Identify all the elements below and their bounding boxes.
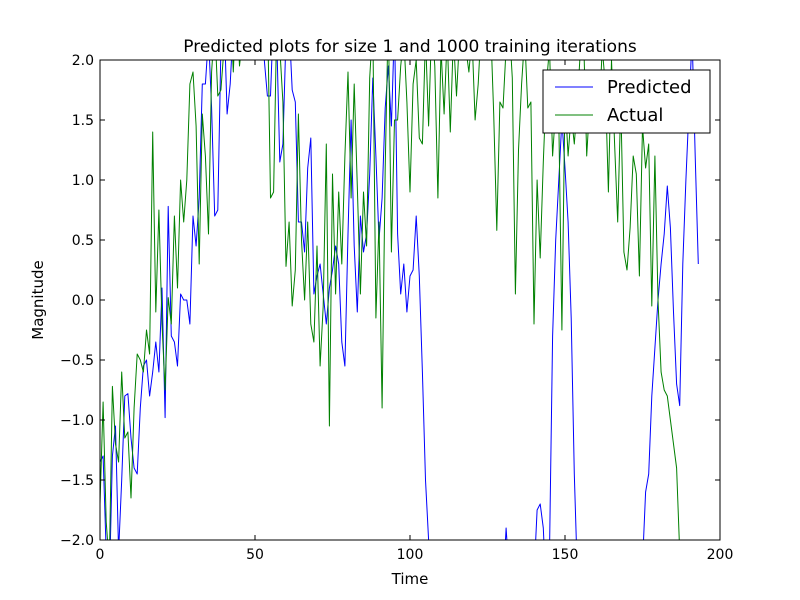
y-tick-label: 0.0 <box>72 293 94 309</box>
y-tick-label: −1.0 <box>60 413 94 429</box>
series-line-predicted <box>100 60 699 540</box>
y-axis-label: Magnitude <box>29 260 47 339</box>
x-tick-label: 150 <box>552 547 579 563</box>
y-tick-label: 1.0 <box>72 173 94 189</box>
x-axis-label: Time <box>391 570 429 588</box>
legend-label-predicted: Predicted <box>607 77 692 98</box>
y-tick-label: −1.5 <box>60 473 94 489</box>
x-tick-label: 200 <box>707 547 734 563</box>
y-tick-label: 1.5 <box>72 113 94 129</box>
y-axis: −2.0 −1.5 −1.0 −0.5 0.0 0.5 1.0 1.5 2.0 <box>60 53 720 549</box>
series-layer <box>100 60 699 540</box>
x-tick-label: 100 <box>397 547 424 563</box>
x-tick-label: 0 <box>96 547 105 563</box>
legend-box <box>542 69 711 134</box>
y-tick-label: 0.5 <box>72 233 94 249</box>
series-line-actual <box>100 60 680 540</box>
legend: Predicted Actual <box>542 69 711 134</box>
x-tick-label: 50 <box>246 547 264 563</box>
y-tick-label: −2.0 <box>60 533 94 549</box>
chart-title: Predicted plots for size 1 and 1000 trai… <box>183 37 637 57</box>
legend-label-actual: Actual <box>607 105 663 126</box>
y-tick-label: 2.0 <box>72 53 94 69</box>
x-axis: 0 50 100 150 200 <box>96 60 734 563</box>
y-tick-label: −0.5 <box>60 353 94 369</box>
